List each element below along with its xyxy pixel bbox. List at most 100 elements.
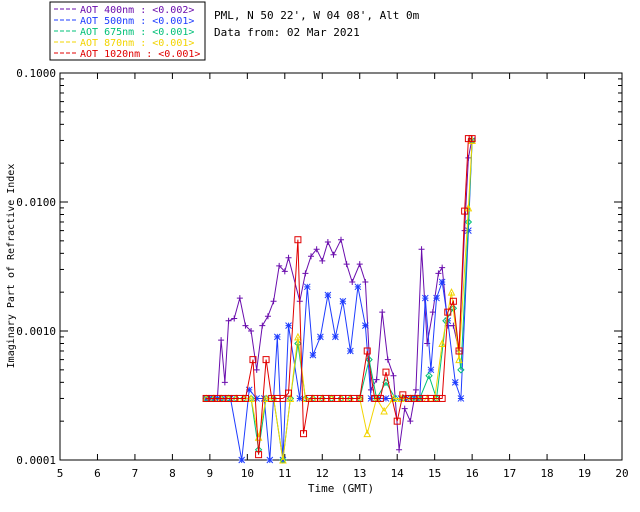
data-point-triangle (447, 288, 456, 296)
data-point-plus (330, 251, 337, 258)
series-group (202, 135, 476, 459)
data-point-star (427, 366, 435, 374)
x-tick-label: 19 (578, 467, 591, 480)
data-point-square (241, 394, 249, 402)
data-point-plus (218, 337, 225, 344)
series-line (206, 140, 473, 461)
data-point-plus (253, 366, 260, 373)
data-point-star (421, 294, 429, 302)
data-point-star (438, 278, 446, 286)
data-point-square (294, 236, 302, 244)
x-tick-label: 5 (57, 467, 64, 480)
data-point-plus (343, 261, 350, 268)
data-point-star (266, 456, 274, 464)
data-point-triangle (286, 394, 295, 402)
data-point-triangle (363, 429, 372, 438)
legend-label: AOT 870nm : <0.001> (80, 38, 194, 49)
legend-label: AOT 1020nm : <0.001> (80, 49, 200, 60)
data-point-plus (465, 154, 472, 161)
data-point-plus (270, 298, 277, 305)
data-point-star (238, 456, 246, 464)
data-point-square (399, 391, 407, 399)
data-point-plus (236, 295, 243, 302)
data-point-plus (302, 270, 309, 277)
data-point-plus (439, 264, 446, 271)
data-point-plus (379, 309, 386, 316)
plot-area (59, 72, 623, 461)
x-tick-label: 6 (94, 467, 101, 480)
data-point-star (296, 395, 304, 402)
x-tick-label: 10 (241, 467, 254, 480)
data-point-square (363, 347, 371, 355)
data-point-plus (390, 372, 397, 379)
data-point-plus (285, 254, 292, 261)
data-point-plus (356, 261, 363, 268)
data-point-star (444, 317, 452, 325)
data-point-triangle (468, 136, 476, 144)
series-line (206, 138, 473, 455)
data-point-triangle (262, 394, 270, 402)
data-point-triangle (380, 406, 388, 415)
x-tick-label: 12 (316, 467, 329, 480)
x-tick-label: 11 (278, 467, 291, 480)
data-point-plus (362, 278, 369, 285)
data-point-plus (412, 386, 419, 393)
data-point-plus (418, 246, 425, 253)
data-point-triangle (279, 455, 287, 464)
data-point-square (449, 297, 457, 305)
data-point-plus (259, 322, 266, 329)
data-point-plus (435, 270, 442, 277)
data-point-square (438, 394, 446, 402)
data-point-plus (242, 322, 249, 329)
x-tick-label: 16 (466, 467, 479, 480)
data-point-square (285, 389, 293, 397)
data-point-square (461, 207, 469, 215)
data-point-square (393, 417, 401, 425)
data-point-plus (396, 446, 403, 453)
axis-ticks: 5 6 7 8 9 10 11 12 13 14 15 16 17 18 19 20 0.0001 0.0010 0… (16, 67, 628, 480)
data-point-square (376, 394, 384, 402)
y-tick-label: 0.0100 (16, 196, 56, 209)
data-point-square (249, 356, 257, 364)
data-point-square (464, 135, 472, 143)
data-point-plus (429, 309, 436, 316)
data-point-plus (401, 405, 408, 412)
data-point-plus (349, 278, 356, 285)
data-point-triangle (455, 355, 463, 364)
series-layer (202, 135, 476, 464)
data-point-star (317, 333, 324, 341)
data-point-square (300, 430, 308, 438)
x-tick-label: 14 (391, 467, 405, 480)
data-point-plus (338, 236, 344, 243)
data-point-triangle (247, 394, 255, 402)
data-point-square (255, 451, 263, 459)
data-point-plus (225, 317, 232, 324)
data-point-diamond (457, 366, 465, 374)
data-point-plus (221, 379, 228, 386)
data-point-square (455, 347, 463, 355)
data-point-square (382, 368, 390, 376)
data-point-plus (231, 315, 238, 322)
data-point-star (332, 333, 339, 341)
x-tick-label: 9 (207, 467, 214, 480)
data-point-triangle (294, 332, 302, 341)
data-point-star (367, 395, 375, 402)
data-date: Data from: 02 Mar 2021 (214, 26, 360, 39)
data-point-star (324, 291, 332, 299)
data-point-plus (324, 238, 331, 245)
data-point-triangle (301, 394, 310, 402)
data-point-star (433, 294, 440, 302)
data-point-diamond (464, 218, 473, 226)
x-tick-label: 7 (132, 467, 139, 480)
legend-label: AOT 400nm : <0.002> (80, 5, 194, 16)
data-point-square (279, 394, 287, 402)
data-point-square (262, 356, 270, 364)
series-line (206, 140, 473, 461)
legend-label: AOT 500nm : <0.001> (80, 16, 194, 27)
data-point-star (253, 395, 261, 402)
data-point-star (382, 395, 390, 402)
data-point-plus (264, 313, 271, 320)
legend: AOT 400nm : <0.002>AOT 500nm : <0.001> AO… (49, 1, 206, 61)
x-tick-label: 20 (615, 467, 628, 480)
x-tick-label: 18 (540, 467, 553, 480)
